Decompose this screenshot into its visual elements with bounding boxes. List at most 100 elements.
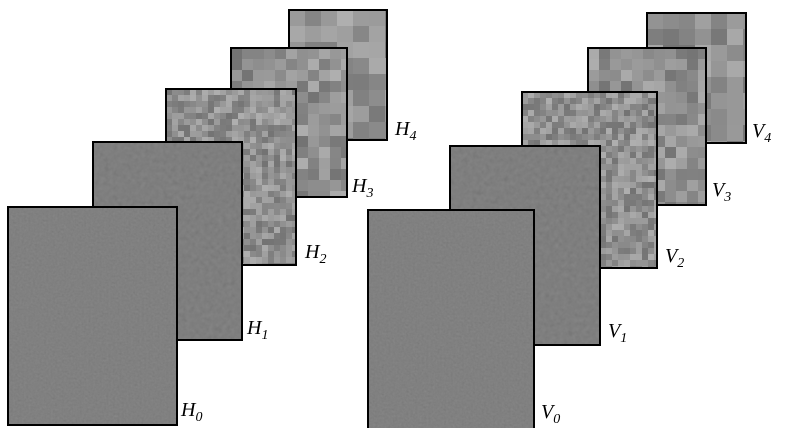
pixel bbox=[665, 114, 677, 126]
pixel bbox=[268, 167, 275, 174]
pixel bbox=[642, 200, 649, 207]
pixel bbox=[711, 13, 728, 30]
pixel bbox=[618, 242, 625, 249]
pixel bbox=[250, 191, 257, 198]
pixel bbox=[220, 125, 227, 132]
pixel bbox=[319, 81, 331, 93]
pixel bbox=[238, 101, 245, 108]
pixel bbox=[621, 48, 633, 60]
pixel bbox=[698, 202, 710, 214]
pixel bbox=[190, 101, 197, 108]
pixel bbox=[244, 179, 251, 186]
pixel bbox=[624, 194, 631, 201]
pixel bbox=[612, 146, 619, 153]
pixel bbox=[676, 191, 688, 203]
pixel bbox=[297, 48, 309, 60]
pixel bbox=[280, 251, 287, 258]
pixel bbox=[231, 70, 243, 82]
level-label: H4 bbox=[394, 118, 416, 144]
pixel bbox=[184, 131, 191, 138]
pixel bbox=[308, 59, 320, 71]
pixel bbox=[250, 257, 257, 264]
pixel bbox=[636, 206, 643, 213]
pixel bbox=[244, 203, 251, 210]
pixel bbox=[250, 245, 257, 252]
pixel bbox=[308, 147, 320, 159]
pixel bbox=[588, 122, 595, 129]
pixel bbox=[727, 93, 744, 110]
pixel bbox=[588, 59, 600, 71]
pixel bbox=[244, 95, 251, 102]
level-label: V3 bbox=[712, 179, 731, 205]
pixel bbox=[256, 137, 263, 144]
pixel bbox=[208, 119, 215, 126]
pixel bbox=[621, 81, 633, 93]
pixel bbox=[642, 158, 649, 165]
pixel bbox=[632, 70, 644, 82]
pixel bbox=[665, 59, 677, 71]
pixel bbox=[665, 169, 677, 181]
level-label: V0 bbox=[541, 401, 560, 427]
pixel bbox=[636, 212, 643, 219]
pixel bbox=[330, 114, 342, 126]
pixel bbox=[624, 260, 631, 267]
pixel bbox=[576, 98, 583, 105]
label-letter: H bbox=[246, 317, 263, 339]
pixel bbox=[268, 257, 275, 264]
pixel bbox=[244, 119, 251, 126]
pixel bbox=[268, 131, 275, 138]
pixel bbox=[242, 70, 254, 82]
pixel bbox=[262, 149, 269, 156]
pixel bbox=[630, 218, 637, 225]
pixel bbox=[256, 179, 263, 186]
pixel bbox=[624, 116, 631, 123]
pixel bbox=[687, 81, 699, 93]
pixel bbox=[687, 169, 699, 181]
pixel bbox=[618, 230, 625, 237]
pixel bbox=[624, 128, 631, 135]
pixel bbox=[262, 239, 269, 246]
pixel bbox=[618, 218, 625, 225]
pixel bbox=[540, 128, 547, 135]
pixel bbox=[642, 188, 649, 195]
pixel bbox=[528, 116, 535, 123]
pixel bbox=[280, 161, 287, 168]
pixel bbox=[636, 242, 643, 249]
pixel bbox=[256, 227, 263, 234]
pixel bbox=[642, 242, 649, 249]
pixel bbox=[624, 146, 631, 153]
pixel bbox=[274, 149, 281, 156]
pixel bbox=[178, 107, 185, 114]
pixel bbox=[256, 125, 263, 132]
pixel bbox=[676, 169, 688, 181]
pixel bbox=[676, 114, 688, 126]
pixel bbox=[231, 59, 243, 71]
pixel bbox=[624, 266, 631, 273]
pixel bbox=[286, 173, 293, 180]
pixel bbox=[202, 113, 209, 120]
pixel bbox=[178, 113, 185, 120]
pixel bbox=[274, 227, 281, 234]
pixel bbox=[262, 209, 269, 216]
pixel bbox=[624, 164, 631, 171]
pixel bbox=[612, 122, 619, 129]
pixel bbox=[606, 140, 613, 147]
pixel bbox=[289, 26, 306, 43]
pixel bbox=[642, 218, 649, 225]
figure: H4H3H2H1H0V4V3V2V1V0 bbox=[0, 0, 785, 428]
pixel bbox=[256, 131, 263, 138]
pixel bbox=[636, 266, 643, 273]
pixel bbox=[369, 90, 386, 107]
pixel bbox=[262, 161, 269, 168]
pixel bbox=[262, 155, 269, 162]
pixel bbox=[268, 119, 275, 126]
pixel bbox=[274, 221, 281, 228]
pixel bbox=[676, 158, 688, 170]
pixel bbox=[663, 13, 680, 30]
pixel bbox=[208, 95, 215, 102]
level-label: H2 bbox=[304, 241, 326, 267]
pixel bbox=[286, 221, 293, 228]
pixel bbox=[242, 48, 254, 60]
pixel bbox=[630, 212, 637, 219]
pixel bbox=[618, 248, 625, 255]
